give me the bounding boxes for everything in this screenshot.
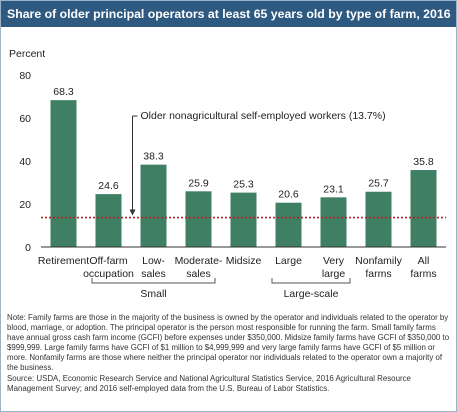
bar-value-label: 23.1 [323, 183, 344, 195]
x-tick-label: Very [323, 255, 345, 267]
bar [50, 100, 77, 247]
bar-value-label: 25.7 [368, 178, 389, 190]
x-tick-label: All [418, 255, 430, 267]
group-label: Large-scale [284, 288, 339, 300]
x-tick-label: Midsize [226, 255, 262, 267]
bar [95, 194, 122, 247]
bar [185, 191, 212, 247]
bar-value-label: 35.8 [413, 156, 434, 168]
bar [140, 164, 167, 247]
source-text: Source: USDA, Economic Research Service … [7, 373, 411, 393]
group-bracket [271, 278, 351, 284]
annotation-arrowhead [129, 209, 136, 216]
y-axis-label: Percent [9, 48, 45, 60]
x-tick-label: sales [141, 268, 166, 280]
x-tick-label: Large [275, 255, 302, 267]
x-tick-label: Off-farm [89, 255, 128, 267]
group-label: Small [140, 288, 166, 300]
bar [275, 202, 302, 247]
bar [365, 191, 392, 247]
x-tick-label: sales [186, 268, 211, 280]
y-tick-label: 80 [19, 70, 31, 82]
bar-value-label: 38.3 [143, 151, 164, 163]
x-tick-label: Moderate- [175, 255, 223, 267]
chart-title: Share of older principal operators at le… [1, 1, 456, 27]
y-tick-label: 40 [19, 156, 31, 168]
note-text: Note: Family farms are those in the majo… [7, 313, 450, 373]
chart-notes: Note: Family farms are those in the majo… [7, 313, 453, 394]
x-tick-label: farms [365, 268, 391, 280]
reference-line-annotation: Older nonagricultural self-employed work… [141, 110, 386, 122]
bar [230, 192, 257, 247]
bar-value-label: 25.9 [188, 177, 209, 189]
x-tick-label: large [322, 268, 346, 280]
x-tick-label: Nonfamily [355, 255, 402, 267]
group-bracket [91, 278, 216, 284]
y-tick-label: 60 [19, 113, 31, 125]
x-tick-label: farms [410, 268, 436, 280]
x-tick-label: occupation [83, 268, 134, 280]
x-tick-label: Low- [142, 255, 165, 267]
bar-chart: Percent 0 20 40 60 80 68.3 24.6 38.3 25.9 25.3 20.6… [9, 48, 446, 300]
bar-value-label: 24.6 [98, 180, 119, 192]
bar [410, 170, 437, 247]
y-tick-label: 20 [19, 199, 31, 211]
bar [320, 197, 347, 247]
bar-value-label: 68.3 [53, 86, 74, 98]
bar-value-label: 25.3 [233, 179, 254, 191]
bar-value-label: 20.6 [278, 189, 299, 201]
x-tick-label: Retirement [38, 255, 89, 267]
y-tick-label: 0 [25, 242, 31, 254]
